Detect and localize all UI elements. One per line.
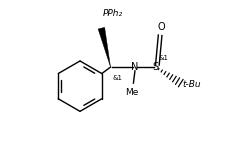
Text: O: O (157, 22, 165, 32)
Text: t-Bu: t-Bu (182, 80, 201, 89)
Text: N: N (131, 62, 139, 72)
Text: PPh₂: PPh₂ (103, 9, 123, 18)
Polygon shape (98, 27, 110, 67)
Text: Me: Me (125, 88, 139, 97)
Text: S: S (152, 62, 159, 72)
Text: &1: &1 (112, 75, 122, 81)
Text: &1: &1 (159, 55, 169, 61)
